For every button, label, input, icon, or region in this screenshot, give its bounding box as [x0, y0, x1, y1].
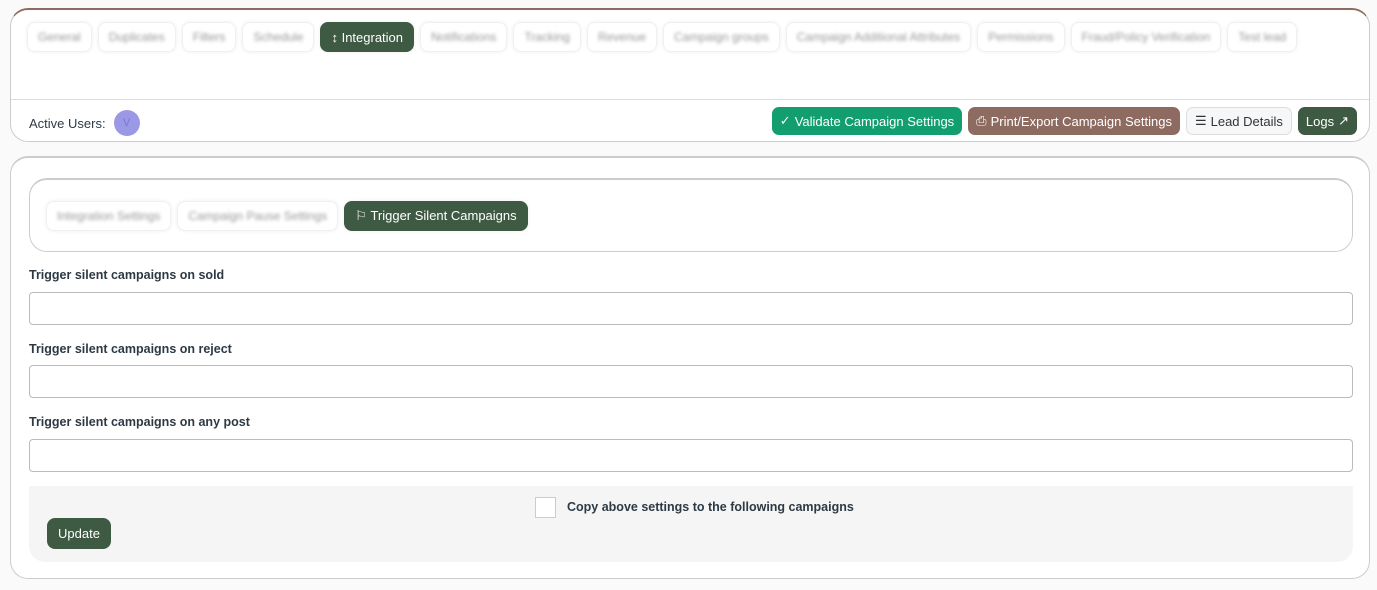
- external-link-icon: ↗: [1338, 113, 1349, 128]
- print-export-button[interactable]: ⎙ Print/Export Campaign Settings: [968, 107, 1180, 135]
- tab-tracking[interactable]: Tracking: [513, 22, 581, 52]
- check-icon: ✓: [779, 113, 791, 128]
- settings-tabs: General Duplicates Filters Schedule ↕ In…: [11, 10, 1311, 52]
- reject-label: Trigger silent campaigns on reject: [29, 342, 232, 356]
- tab-test-lead[interactable]: Test lead: [1227, 22, 1298, 52]
- header-actions: ✓ Validate Campaign Settings ⎙ Print/Expor…: [771, 107, 1357, 135]
- update-button[interactable]: Update: [47, 518, 111, 549]
- copy-settings-label: Copy above settings to the following cam…: [567, 500, 854, 514]
- tab-integration[interactable]: ↕ Integration: [320, 22, 415, 52]
- tab-schedule[interactable]: Schedule: [242, 22, 315, 52]
- tab-general[interactable]: General: [27, 22, 92, 52]
- campaign-header-card: General Duplicates Filters Schedule ↕ In…: [10, 8, 1370, 142]
- tab-revenue[interactable]: Revenue: [586, 22, 658, 52]
- tab-duplicates[interactable]: Duplicates: [97, 22, 176, 52]
- any-post-input[interactable]: [29, 439, 1353, 472]
- logs-button[interactable]: Logs ↗: [1297, 107, 1357, 135]
- sold-input[interactable]: [29, 292, 1353, 325]
- list-indent-icon: ☰: [1194, 113, 1207, 128]
- tab-campaign-groups[interactable]: Campaign groups: [663, 22, 780, 52]
- reject-input[interactable]: [29, 365, 1353, 398]
- tab-permissions[interactable]: Permissions: [977, 22, 1065, 52]
- subtab-trigger-silent-campaigns[interactable]: ⚐ Trigger Silent Campaigns: [344, 200, 528, 231]
- active-users: Active Users: V: [29, 110, 140, 136]
- copy-settings-checkbox[interactable]: [535, 497, 556, 518]
- tab-filters[interactable]: Filters: [181, 22, 237, 52]
- tab-campaign-additional-attributes[interactable]: Campaign Additional Attributes: [785, 22, 972, 52]
- form-footer: Copy above settings to the following cam…: [29, 486, 1353, 562]
- integration-panel: Integration Settings Campaign Pause Sett…: [10, 156, 1370, 579]
- lead-details-button[interactable]: ☰ Lead Details: [1185, 107, 1292, 135]
- subtab-integration-settings[interactable]: Integration Settings: [46, 200, 172, 231]
- signpost-icon: ⚐: [355, 207, 371, 223]
- tab-notifications[interactable]: Notifications: [420, 22, 508, 52]
- tab-fraud-policy[interactable]: Fraud/Policy Verification: [1070, 22, 1222, 52]
- arrows-vertical-icon: ↕: [331, 29, 342, 45]
- avatar[interactable]: V: [113, 110, 140, 136]
- divider: [11, 99, 1369, 100]
- any-post-label: Trigger silent campaigns on any post: [29, 415, 250, 429]
- sold-label: Trigger silent campaigns on sold: [29, 268, 225, 282]
- subtab-campaign-pause-settings[interactable]: Campaign Pause Settings: [177, 200, 339, 231]
- validate-settings-button[interactable]: ✓ Validate Campaign Settings: [771, 107, 963, 135]
- integration-subtabs: Integration Settings Campaign Pause Sett…: [29, 178, 1353, 252]
- printer-icon: ⎙: [976, 113, 987, 128]
